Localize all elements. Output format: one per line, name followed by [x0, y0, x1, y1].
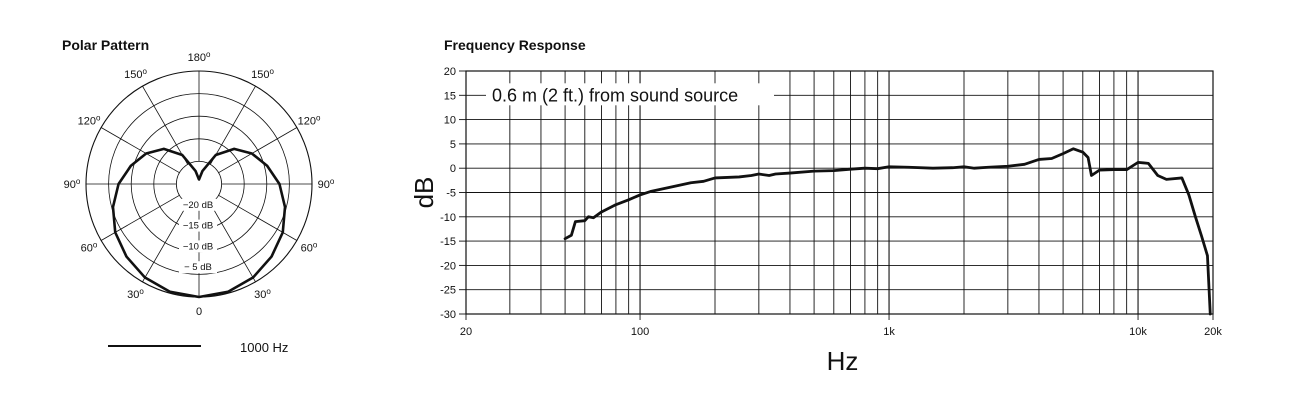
- polar-spoke: [142, 85, 189, 165]
- y-tick-label: 10: [444, 115, 456, 127]
- y-axis-label: dB: [409, 177, 439, 209]
- y-tick-label: 5: [450, 139, 456, 151]
- polar-pattern-panel: Polar Pattern 180o 150o 150o 120o 120o 90o 90o…: [62, 37, 335, 355]
- polar-angle-label: 150o: [251, 67, 274, 81]
- x-tick-labels: 20 100 1k 10k 20k: [460, 314, 1222, 338]
- polar-angle-label: 60o: [301, 241, 318, 255]
- legend-label-1000hz: 1000 Hz: [240, 340, 288, 355]
- x-tick-label: 20: [460, 326, 472, 338]
- x-tick-label: 1k: [883, 326, 895, 338]
- annotation-background: [486, 83, 774, 106]
- ring-label-bg: [179, 240, 217, 253]
- polar-response-curve: [111, 147, 287, 299]
- y-tick-label: -5: [446, 188, 456, 200]
- polar-ring-labels: −20 dB −15 dB −10 dB − 5 dB: [179, 198, 217, 274]
- polar-angle-label: 60o: [81, 241, 98, 255]
- polar-spoke: [100, 127, 180, 174]
- ring-db-label: −15 dB: [183, 221, 213, 232]
- y-tick-label: -30: [440, 309, 456, 321]
- ring-db-label: −20 dB: [183, 200, 213, 211]
- ring-label-bg: [179, 261, 217, 274]
- polar-angle-label: 120o: [298, 114, 321, 128]
- frequency-response-curve: [563, 147, 1212, 316]
- polar-angle-label: 180o: [188, 50, 211, 64]
- polar-angle-label: 0: [196, 306, 202, 318]
- polar-angle-label: 30o: [254, 287, 271, 301]
- ring-label-bg: [179, 198, 217, 211]
- x-tick-label: 100: [631, 326, 649, 338]
- polar-spoke: [209, 85, 256, 165]
- ring-label-bg: [179, 219, 217, 232]
- polar-spoke: [142, 203, 189, 283]
- polar-angle-labels: 180o 150o 150o 120o 120o 90o 90o 60o 60o 30o 30o 0: [64, 50, 335, 318]
- y-tick-label: -20: [440, 260, 456, 272]
- y-tick-label: 0: [450, 163, 456, 175]
- polar-pattern-title: Polar Pattern: [62, 37, 149, 53]
- polar-spoke: [218, 127, 298, 174]
- polar-angle-label: 90o: [318, 177, 335, 191]
- y-tick-label: -25: [440, 285, 456, 297]
- frequency-response-panel: Frequency Response 20 15 10 5 0 -5 -10 -15 -20 -2…: [409, 37, 1222, 376]
- polar-spoke: [209, 203, 256, 283]
- x-tick-label: 20k: [1204, 326, 1222, 338]
- frequency-response-title: Frequency Response: [444, 37, 586, 53]
- polar-angle-label: 120o: [78, 114, 101, 128]
- polar-angle-label: 90o: [64, 177, 81, 191]
- y-tick-label: 15: [444, 90, 456, 102]
- polar-angle-label: 150o: [124, 67, 147, 81]
- polar-angle-label: 30o: [127, 287, 144, 301]
- y-tick-label: -10: [440, 212, 456, 224]
- y-tick-label: -15: [440, 236, 456, 248]
- x-tick-label: 10k: [1129, 326, 1147, 338]
- x-axis-label: Hz: [827, 346, 859, 376]
- ring-db-label: −10 dB: [183, 241, 213, 252]
- y-tick-label: 20: [444, 66, 456, 78]
- annotation-text: 0.6 m (2 ft.) from sound source: [492, 85, 738, 105]
- ring-db-label: − 5 dB: [184, 262, 212, 273]
- y-tick-labels: 20 15 10 5 0 -5 -10 -15 -20 -25 -30: [440, 66, 466, 321]
- frequency-grid: [465, 70, 1214, 315]
